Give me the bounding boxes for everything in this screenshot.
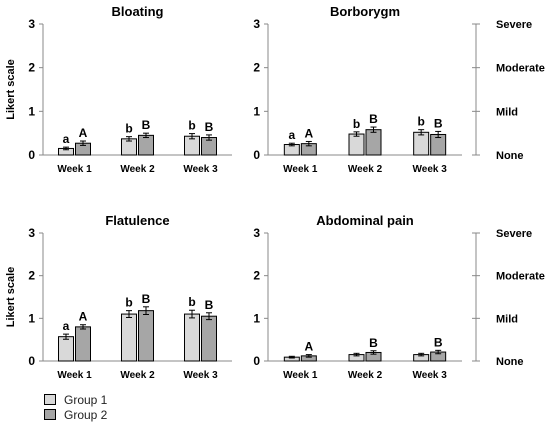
legend-item-group-2: Group 2 bbox=[44, 407, 107, 422]
panel-1-significance-label: b bbox=[188, 119, 195, 133]
panel-2-significance-label: b bbox=[353, 117, 360, 131]
panel-3-significance-label: b bbox=[125, 296, 132, 310]
panel-3-x-tick-label: Week 2 bbox=[120, 370, 155, 381]
panel-3-y-tick-label: 1 bbox=[28, 311, 35, 325]
severity-scale-label-none: None bbox=[496, 356, 524, 368]
panel-2-significance-label: a bbox=[288, 128, 295, 142]
panel-3-bar-series-1 bbox=[184, 313, 200, 362]
panel-1-y-tick-label: 2 bbox=[28, 61, 35, 75]
panel-3-bar-series-2 bbox=[138, 310, 154, 362]
legend-item-group-1: Group 1 bbox=[44, 392, 107, 407]
panel-1-significance-label: a bbox=[63, 132, 70, 146]
panel-3-significance-label: B bbox=[142, 292, 151, 306]
panel-3-x-tick-label: Week 3 bbox=[183, 370, 218, 381]
panel-4-x-tick-label: Week 3 bbox=[413, 370, 448, 381]
severity-scale-label-mild: Mild bbox=[496, 313, 518, 325]
panel-3-y-tick-label: 3 bbox=[28, 226, 35, 240]
panel-1-significance-label: B bbox=[142, 118, 151, 132]
severity-scale-label-severe: Severe bbox=[496, 228, 532, 240]
panel-1-x-tick-label: Week 2 bbox=[120, 164, 155, 175]
panel-4-y-tick-label: 1 bbox=[253, 311, 260, 325]
panel-2-significance-label: B bbox=[369, 112, 378, 126]
panel-2-y-tick-label: 0 bbox=[253, 148, 260, 162]
legend-label-group-1: Group 1 bbox=[64, 392, 108, 407]
panel-1-y-tick-label: 1 bbox=[28, 104, 35, 118]
panel-1-y-label: Likert scale bbox=[5, 59, 17, 120]
panel-1-x-tick-label: Week 3 bbox=[183, 164, 218, 175]
panel-1-y-tick-label: 3 bbox=[28, 17, 35, 31]
severity-scale-label-moderate: Moderate bbox=[496, 63, 545, 75]
panel-3-bar-series-2 bbox=[75, 326, 91, 362]
legend-swatch-group-2 bbox=[44, 409, 56, 420]
panel-2-significance-label: B bbox=[434, 116, 443, 130]
panel-2-significance-label: b bbox=[417, 115, 424, 129]
panel-3-bar-series-1 bbox=[58, 336, 74, 362]
panel-3-bar-series-1 bbox=[121, 313, 137, 362]
legend: Group 1 Group 2 bbox=[44, 392, 107, 422]
panel-3-significance-label: B bbox=[205, 298, 214, 312]
panel-2-title: Borborygm bbox=[330, 4, 400, 19]
panel-4-x-tick-label: Week 1 bbox=[283, 370, 318, 381]
panel-2-y-tick-label: 1 bbox=[253, 104, 260, 118]
panel-1-y-tick-label: 0 bbox=[28, 148, 35, 162]
panel-1-bar-series-2 bbox=[138, 134, 154, 156]
severity-scale-label-severe: Severe bbox=[496, 19, 532, 31]
panel-1-x-tick-label: Week 1 bbox=[57, 164, 92, 175]
panel-2-x-tick-label: Week 3 bbox=[413, 164, 448, 175]
panel-2-bar-series-2 bbox=[365, 129, 382, 156]
severity-scale-label-moderate: Moderate bbox=[496, 271, 545, 283]
panel-2-y-tick-label: 3 bbox=[253, 17, 260, 31]
panel-4-significance-label: B bbox=[434, 335, 443, 349]
panel-3-significance-label: A bbox=[79, 310, 88, 324]
legend-swatch-group-1 bbox=[44, 394, 56, 405]
panel-4-x-tick-label: Week 2 bbox=[348, 370, 383, 381]
panel-4-significance-label: A bbox=[304, 340, 313, 354]
panel-3-y-tick-label: 2 bbox=[28, 269, 35, 283]
panel-4-y-tick-label: 0 bbox=[253, 354, 260, 368]
panel-4-title: Abdominal pain bbox=[316, 213, 414, 228]
panel-1-significance-label: b bbox=[125, 122, 132, 136]
panel-2-x-tick-label: Week 2 bbox=[348, 164, 383, 175]
panel-3-bar-series-2 bbox=[201, 315, 217, 362]
panel-3-significance-label: b bbox=[188, 295, 195, 309]
panel-3-y-tick-label: 0 bbox=[28, 354, 35, 368]
panel-3-x-tick-label: Week 1 bbox=[57, 370, 92, 381]
panel-4-y-tick-label: 3 bbox=[253, 226, 260, 240]
panel-4-significance-label: B bbox=[369, 336, 378, 350]
severity-scale-label-none: None bbox=[496, 150, 524, 162]
panel-2-x-tick-label: Week 1 bbox=[283, 164, 318, 175]
panel-2-y-tick-label: 2 bbox=[253, 61, 260, 75]
panel-2-significance-label: A bbox=[304, 126, 313, 140]
panel-4-y-tick-label: 2 bbox=[253, 269, 260, 283]
panel-3-y-label: Likert scale bbox=[5, 267, 17, 328]
panel-2-bar-series-1 bbox=[348, 133, 365, 156]
legend-label-group-2: Group 2 bbox=[64, 407, 108, 422]
panel-3-title: Flatulence bbox=[105, 213, 169, 228]
severity-scale-label-mild: Mild bbox=[496, 106, 518, 118]
panel-2-bar-series-1 bbox=[413, 131, 430, 156]
panel-1-significance-label: A bbox=[79, 126, 88, 140]
panel-1-significance-label: B bbox=[205, 120, 214, 134]
panel-1-title: Bloating bbox=[112, 4, 164, 19]
panel-3-significance-label: a bbox=[63, 319, 70, 333]
